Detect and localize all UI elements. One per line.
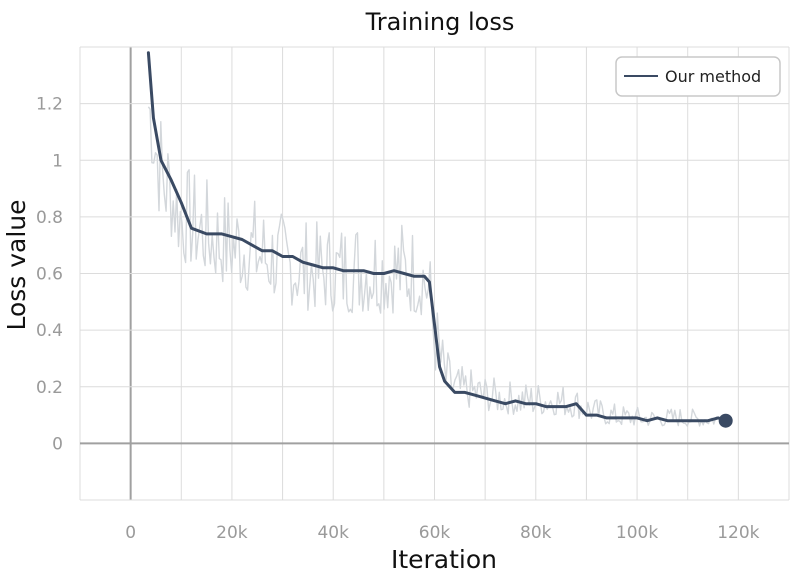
x-tick-label: 100k (616, 523, 658, 543)
y-tick-label: 1 (52, 151, 63, 171)
series-end-marker (718, 413, 733, 428)
y-tick-label: 0.8 (36, 208, 63, 228)
x-axis-label: Iteration (391, 545, 497, 574)
grid (79, 46, 790, 501)
legend-label: Our method (665, 67, 761, 86)
y-tick-label: 0.6 (36, 265, 63, 285)
chart-title: Training loss (365, 8, 515, 36)
y-tick-label: 0 (52, 434, 63, 454)
x-tick-label: 60k (419, 523, 451, 543)
legend-box (615, 56, 781, 97)
series-line-our-method (146, 51, 728, 423)
x-tick-label: 20k (216, 523, 248, 543)
x-tick-label: 80k (520, 523, 552, 543)
y-tick-label: 0.4 (36, 321, 63, 341)
series-group (146, 51, 733, 428)
axis-ticks: 0 20k 40k 60k 80k 100k 120k 0 0.2 0.4 0.6 0.8 1 1.2 (36, 95, 760, 543)
raw-loss-line (147, 106, 718, 427)
legend: Our method (615, 56, 781, 97)
y-tick-label: 1.2 (36, 95, 63, 115)
y-axis-label: Loss value (2, 199, 31, 330)
x-tick-label: 40k (317, 523, 349, 543)
raw-noise-band (147, 106, 718, 427)
x-tick-label: 120k (717, 523, 759, 543)
x-tick-label: 0 (125, 523, 136, 543)
y-tick-label: 0.2 (36, 378, 63, 398)
